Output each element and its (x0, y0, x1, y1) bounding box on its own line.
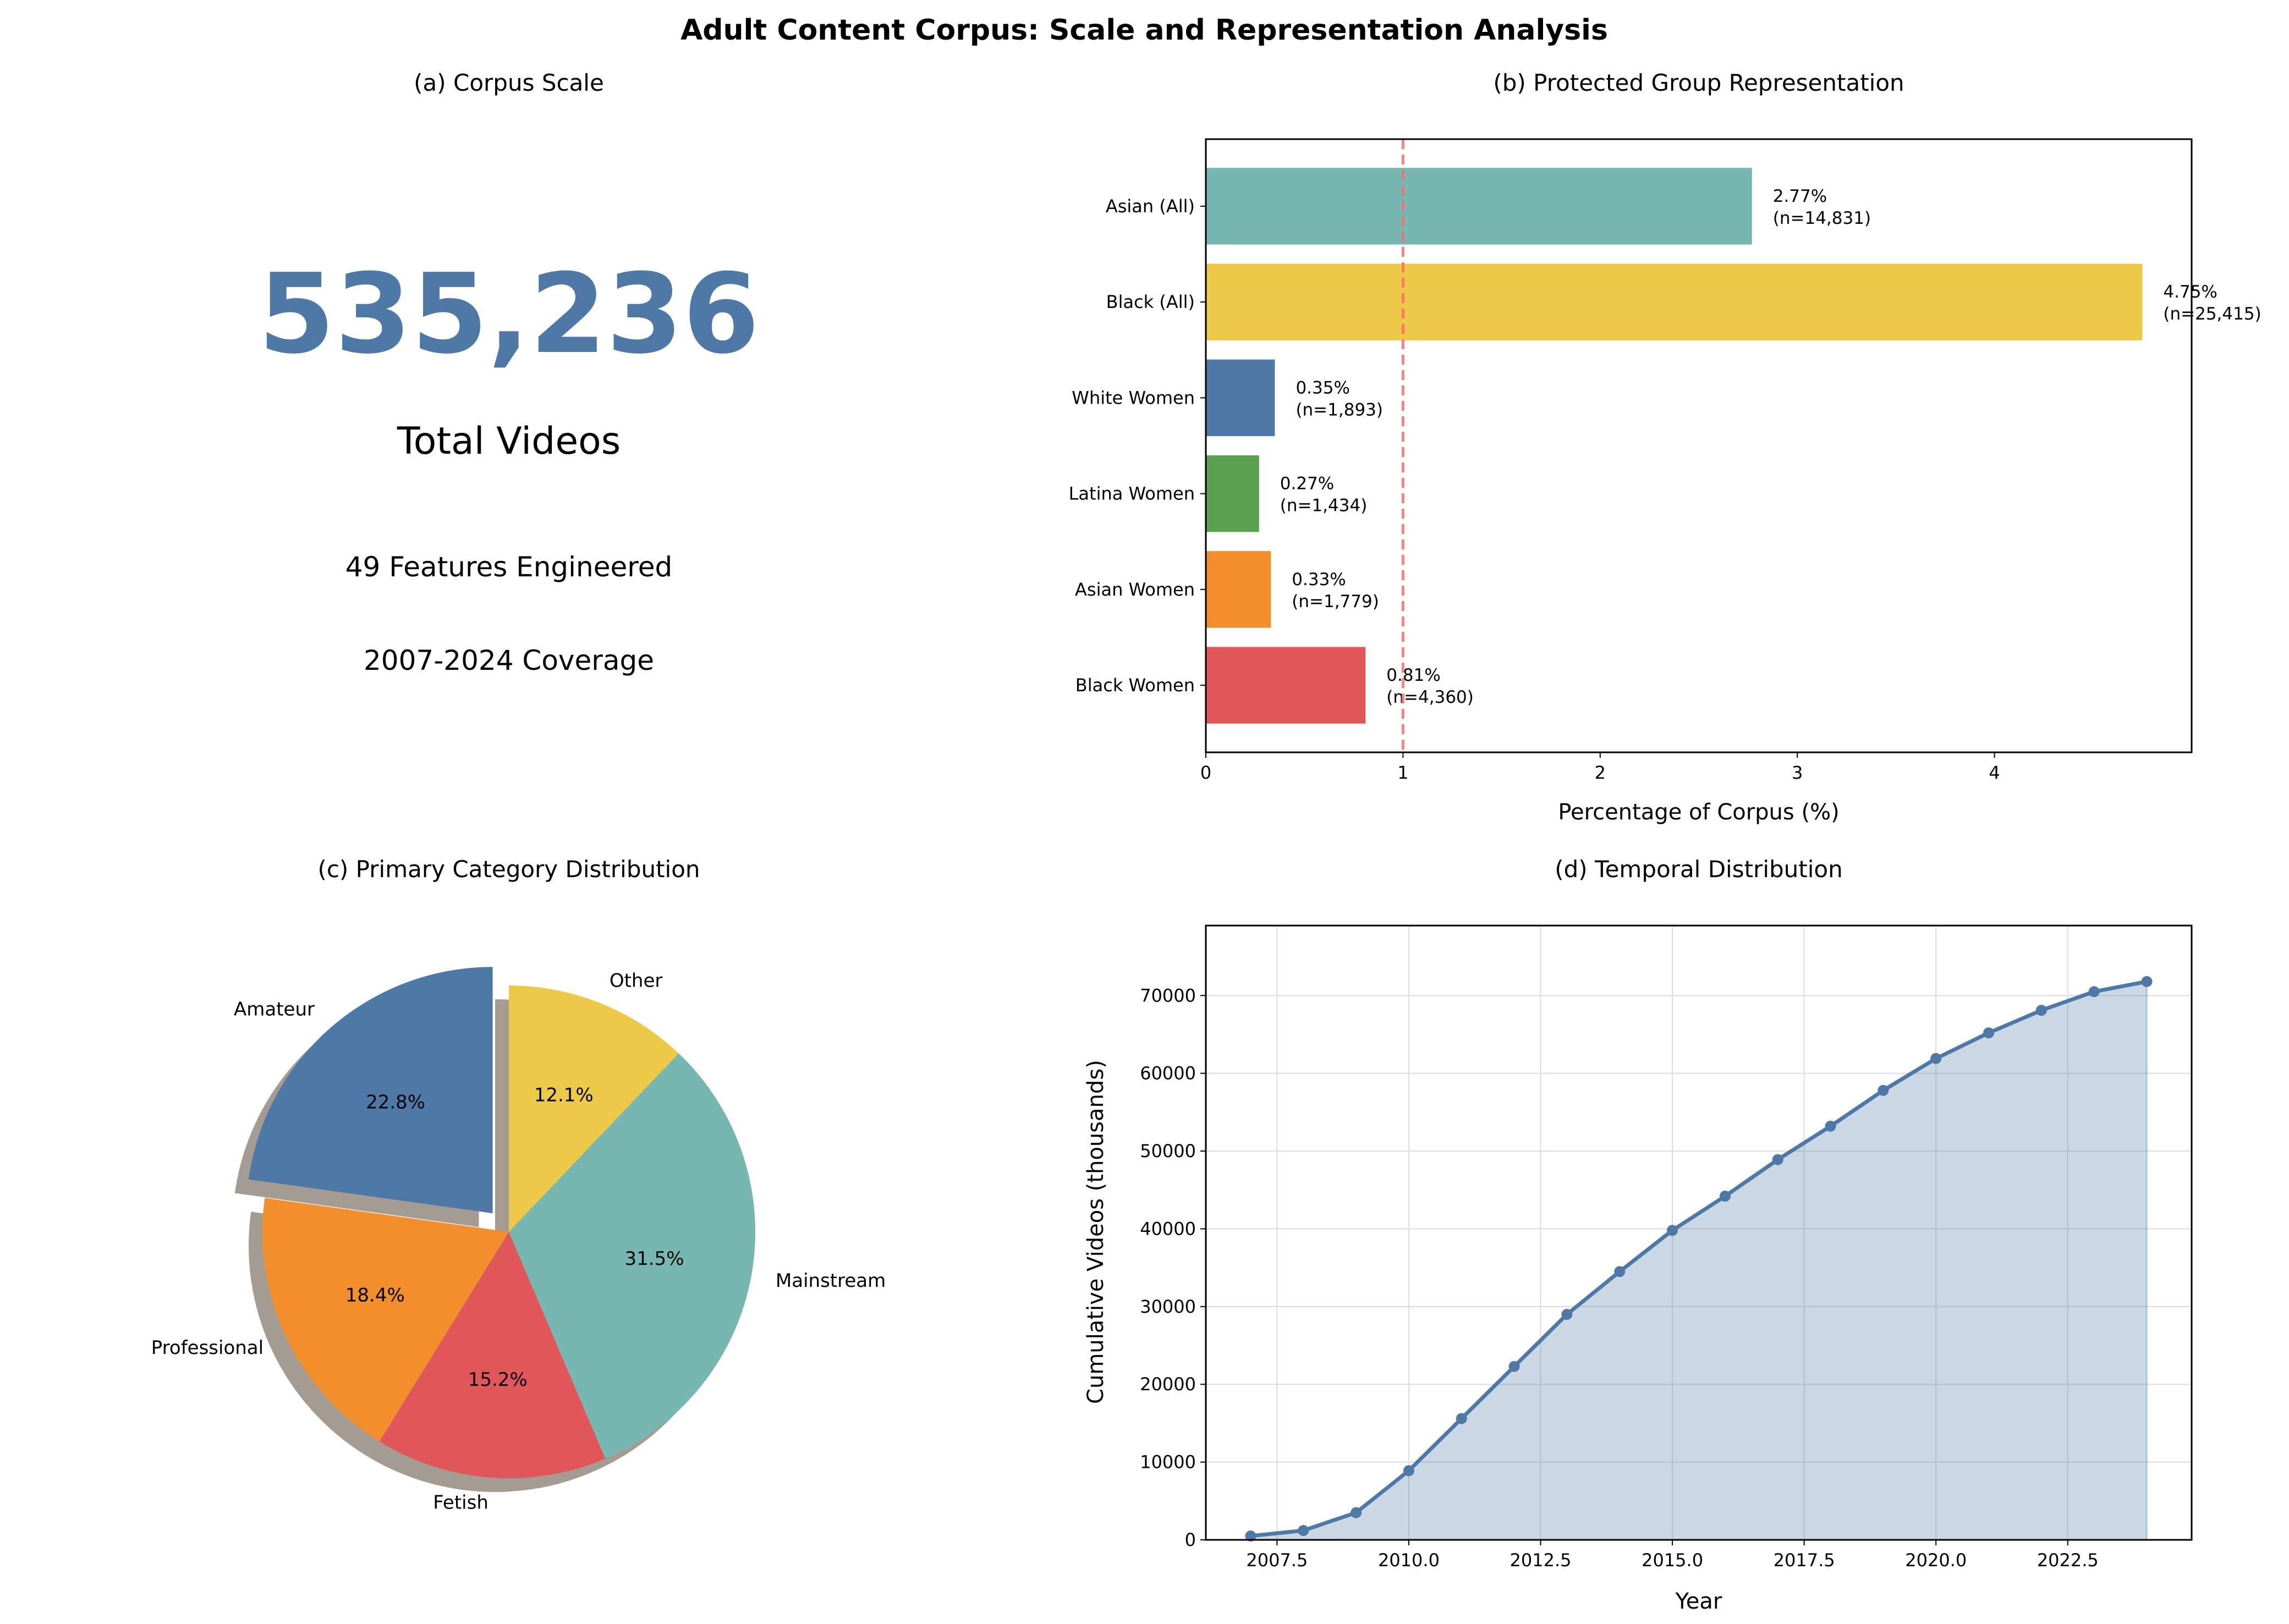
bar-black-all- (1206, 263, 2143, 340)
slice-pct-label: 12.1% (534, 1084, 594, 1106)
panel-c-pie-chart: (c) Primary Category Distribution 22.8% A… (151, 856, 886, 1513)
slice-pct-label: 22.8% (366, 1091, 425, 1113)
data-point (1561, 1308, 1573, 1320)
slice-label: Mainstream (776, 1270, 886, 1292)
bar-latina-women (1206, 455, 1259, 532)
bar-value-label: 0.27% (1280, 474, 1334, 494)
slice-pct-label: 18.4% (345, 1284, 405, 1306)
features-line: 49 Features Engineered (345, 551, 672, 583)
y-tick-label: 10000 (1140, 1452, 1196, 1473)
slice-label: Professional (151, 1337, 264, 1359)
axes-frame (1205, 138, 2193, 753)
x-tick-label: 2015.0 (1642, 1550, 1703, 1571)
slice-professional (262, 1198, 509, 1442)
data-point (1614, 1266, 1626, 1278)
y-tick-label: 60000 (1140, 1063, 1196, 1084)
figure-title: Adult Content Corpus: Scale and Represen… (680, 14, 1608, 47)
axes-frame (1205, 924, 2193, 1541)
data-point (1772, 1154, 1783, 1165)
bar-black-women (1206, 647, 1366, 724)
x-tick-label: 2020.0 (1905, 1550, 1967, 1571)
bar-count-label: (n=1,779) (1292, 592, 1379, 612)
x-tick-label: 4 (1989, 762, 2000, 783)
data-point (1930, 1053, 1942, 1064)
slice-pct-label: 31.5% (624, 1248, 684, 1270)
x-tick-label: 2012.5 (1510, 1550, 1572, 1571)
data-point (1719, 1191, 1731, 1202)
data-point (2035, 1005, 2047, 1016)
bar-count-label: (n=14,831) (1773, 208, 1871, 228)
y-tick-label: White Women (1072, 387, 1195, 408)
slice-label: Amateur (234, 999, 315, 1021)
data-point (1298, 1525, 1309, 1537)
x-tick-label: 2 (1595, 762, 1606, 783)
total-videos-number: 535,236 (259, 250, 760, 378)
panel-a-corpus-scale: (a) Corpus Scale 535,236 Total Videos 49… (259, 69, 760, 676)
y-tick-label: 0 (1185, 1529, 1196, 1550)
bar-white-women (1206, 359, 1275, 437)
data-point (2088, 986, 2100, 998)
coverage-line: 2007-2024 Coverage (364, 645, 654, 676)
data-point (1983, 1027, 1995, 1039)
bar-asian-all- (1206, 168, 1752, 245)
bar-value-label: 0.81% (1386, 665, 1440, 685)
x-tick-label: 1 (1397, 762, 1408, 783)
x-tick-label: 2017.5 (1774, 1550, 1835, 1571)
panel-d-area-chart: (d) Temporal Distribution Year Cumulativ… (1083, 856, 2193, 1614)
slice-mainstream (509, 1053, 756, 1459)
area-fill (1249, 980, 2148, 1541)
panel-b-title: (b) Protected Group Representation (1493, 69, 1904, 96)
y-tick-label: Asian (All) (1106, 196, 1195, 217)
panel-c-title: (c) Primary Category Distribution (317, 856, 700, 883)
data-point (2141, 976, 2153, 987)
panel-b-bar-chart: (b) Protected Group Representation Perce… (1069, 69, 2261, 825)
data-point (1245, 1530, 1256, 1542)
data-point (1667, 1225, 1678, 1236)
y-tick-label: 50000 (1140, 1141, 1196, 1161)
panel-b-xlabel: Percentage of Corpus (%) (1558, 800, 1839, 825)
slice-other (509, 986, 679, 1232)
data-point (1351, 1507, 1362, 1518)
bar-count-label: (n=1,893) (1296, 400, 1383, 420)
panel-d-xlabel: Year (1675, 1589, 1722, 1614)
slice-label: Fetish (433, 1491, 488, 1513)
y-tick-label: Black (All) (1106, 291, 1195, 312)
data-point (1508, 1361, 1520, 1372)
x-tick-label: 2022.5 (2037, 1550, 2099, 1571)
y-tick-label: Black Women (1075, 675, 1195, 696)
panel-a-title: (a) Corpus Scale (414, 69, 604, 96)
y-tick-label: 40000 (1140, 1218, 1196, 1239)
bar-count-label: (n=4,360) (1386, 687, 1474, 707)
data-point (1878, 1084, 1889, 1096)
y-tick-label: Asian Women (1075, 579, 1195, 600)
bar-count-label: (n=25,415) (2163, 304, 2261, 324)
slice-label: Other (610, 970, 663, 992)
panel-d-title: (d) Temporal Distribution (1555, 856, 1842, 883)
slice-pct-label: 15.2% (468, 1369, 528, 1391)
y-tick-label: 70000 (1140, 985, 1196, 1006)
bar-value-label: 0.33% (1292, 570, 1346, 590)
bar-value-label: 0.35% (1296, 378, 1349, 398)
total-videos-label: Total Videos (397, 420, 621, 463)
data-point (1456, 1413, 1467, 1424)
data-point (1825, 1120, 1836, 1132)
data-point (1403, 1465, 1414, 1477)
y-tick-label: 20000 (1140, 1374, 1196, 1395)
x-tick-label: 2010.0 (1378, 1550, 1440, 1571)
x-tick-label: 3 (1792, 762, 1803, 783)
bar-count-label: (n=1,434) (1280, 496, 1368, 516)
bar-value-label: 4.75% (2163, 282, 2217, 302)
x-tick-label: 0 (1200, 762, 1211, 783)
x-tick-label: 2007.5 (1246, 1550, 1308, 1571)
y-tick-label: 30000 (1140, 1296, 1196, 1317)
y-tick-label: Latina Women (1069, 483, 1195, 504)
bar-value-label: 2.77% (1773, 186, 1827, 206)
bar-asian-women (1206, 551, 1271, 628)
series-line (1250, 979, 2148, 1538)
slice-fetish (379, 1232, 606, 1479)
slice-amateur (248, 967, 493, 1214)
panel-d-ylabel: Cumulative Videos (thousands) (1083, 1060, 1108, 1404)
